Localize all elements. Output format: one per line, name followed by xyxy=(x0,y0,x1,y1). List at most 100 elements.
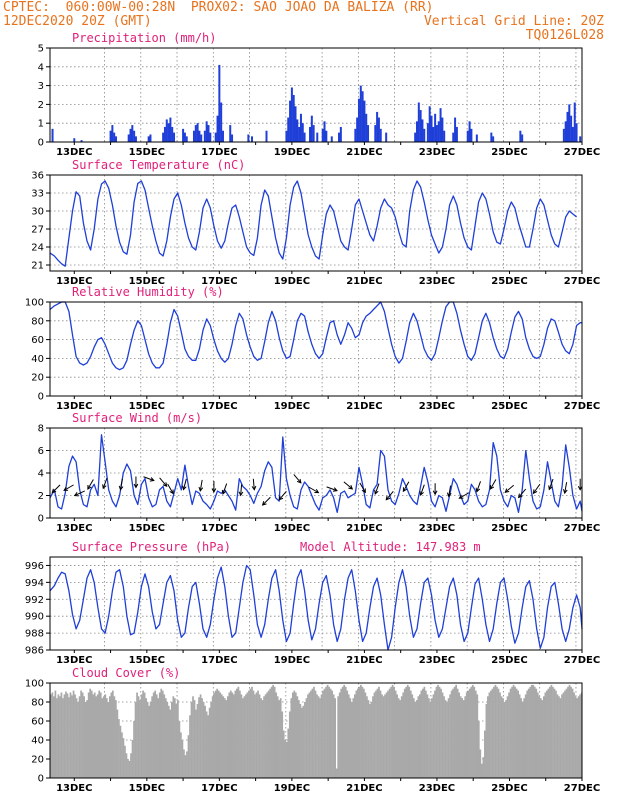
wind-arrow-head xyxy=(419,491,424,497)
cloud-cover-bar xyxy=(518,694,521,778)
cloud-cover-frame xyxy=(49,682,583,779)
cloud-cover-bar xyxy=(452,688,454,778)
x-tick-label: 15DEC xyxy=(129,276,165,287)
cloud-cover-bar xyxy=(574,696,577,778)
cloud-cover-bar xyxy=(499,692,501,778)
cloud-cover-bar xyxy=(71,695,73,778)
cloud-cover-bar xyxy=(376,688,379,778)
wind-arrow-shaft xyxy=(87,479,94,490)
wind-arrow-shaft xyxy=(199,479,203,491)
wind-arrow-shaft xyxy=(548,478,554,490)
cloud-cover-bar xyxy=(56,698,58,778)
cloud-cover-bar xyxy=(137,696,140,778)
wind-arrow-shaft xyxy=(74,490,85,497)
cloud-cover-bar xyxy=(258,694,261,778)
cloud-cover-bar xyxy=(547,688,550,778)
cloud-cover-bar xyxy=(343,684,346,778)
cloud-cover-bar xyxy=(172,696,175,778)
x-tick-label: 15DEC xyxy=(129,147,165,158)
x-tick-label: 23DEC xyxy=(419,276,455,287)
cloud-cover-bar xyxy=(396,694,399,778)
cloud-cover-bar xyxy=(112,690,114,778)
cloud-cover-bar xyxy=(446,702,448,778)
cloud-cover-bar xyxy=(62,698,64,778)
cloud-cover-bar xyxy=(264,694,267,778)
precipitation-bar xyxy=(414,132,417,142)
cloud-cover-bar xyxy=(577,696,580,778)
cloud-cover-bar xyxy=(95,696,98,778)
x-tick-label: 19DEC xyxy=(274,401,310,412)
cloud-cover-bar xyxy=(98,690,101,778)
cloud-cover-bar xyxy=(90,690,93,778)
y-tick-label: 0 xyxy=(38,514,44,525)
cloud-cover-bar xyxy=(214,690,217,778)
precipitation-bar xyxy=(452,132,455,142)
precipitation-bar xyxy=(359,85,362,142)
wind-arrow-shaft xyxy=(459,492,470,499)
cloud-cover-bar xyxy=(524,694,527,778)
precipitation-bar xyxy=(290,87,293,142)
precipitation-bar xyxy=(149,134,152,142)
cloud-cover-bar xyxy=(110,692,113,778)
cloud-cover-bar xyxy=(54,690,57,778)
precipitation-bar xyxy=(330,136,333,142)
cloud-cover-bar xyxy=(207,715,209,778)
cloud-cover-bar xyxy=(291,692,294,778)
cloud-cover-bar xyxy=(434,690,436,778)
cloud-cover-bar xyxy=(555,690,557,778)
precipitation-bar xyxy=(167,123,170,142)
x-tick-label: 19DEC xyxy=(274,523,310,534)
y-tick-label: 100 xyxy=(25,298,44,309)
cloud-cover-bar xyxy=(465,692,468,778)
cloud-cover-bar xyxy=(341,686,344,778)
y-tick-label: 21 xyxy=(31,261,44,272)
cloud-cover-bar xyxy=(493,686,495,778)
precipitation-bar xyxy=(287,117,290,142)
cloud-cover-bar xyxy=(202,702,205,778)
cloud-cover-bar xyxy=(526,690,529,778)
y-tick-label: 27 xyxy=(31,225,44,236)
cloud-cover-bar xyxy=(281,711,284,778)
precipitation-bar xyxy=(361,91,364,142)
wind-arrow-head xyxy=(446,492,452,498)
precipitation-bar xyxy=(129,128,132,142)
cloud-cover-bar xyxy=(198,697,200,778)
cloud-cover-bar xyxy=(564,690,566,778)
precipitation-bar xyxy=(298,126,301,142)
precipitation-bar xyxy=(423,128,426,142)
cloud-cover-bar xyxy=(403,688,406,778)
precipitation-bar xyxy=(294,106,297,142)
precipitation-bar xyxy=(356,117,359,142)
cloud-cover-bar xyxy=(464,696,467,778)
y-tick-label: 3 xyxy=(38,81,44,92)
cloud-cover-bar xyxy=(538,696,541,778)
wind-arrow-shaft xyxy=(518,488,527,498)
precipitation-bar xyxy=(325,130,328,142)
wind-arrow-head xyxy=(332,487,338,492)
wind-arrow-head xyxy=(385,495,391,501)
wind-arrow-head xyxy=(548,485,553,491)
x-tick-label: 13DEC xyxy=(56,523,92,534)
cloud-cover-bar xyxy=(541,700,544,778)
cloud-cover-bar xyxy=(166,702,169,778)
y-tick-label: 4 xyxy=(38,62,44,73)
wind-arrow-head xyxy=(432,490,438,496)
precipitation-bar xyxy=(454,117,457,142)
cloud-cover-bar xyxy=(325,686,327,778)
cloud-cover-bar xyxy=(195,709,197,778)
precipitation-bar xyxy=(73,138,76,142)
cloud-cover-bar xyxy=(334,698,337,778)
cloud-cover-bar xyxy=(63,694,66,778)
precipitation-bar xyxy=(441,117,444,142)
cloud-cover-bar xyxy=(527,688,530,778)
cloud-cover-bar xyxy=(378,686,380,778)
wind-arrow-shaft xyxy=(278,490,287,501)
x-tick-label: 25DEC xyxy=(491,401,527,412)
wind-arrow-shaft xyxy=(564,482,568,494)
cloud-cover-bar xyxy=(399,700,402,778)
cloud-cover-bar xyxy=(310,690,312,778)
precipitation-bar xyxy=(573,102,576,142)
cloud-cover-bar xyxy=(521,702,524,778)
cloud-cover-bar xyxy=(579,694,581,778)
cloud-cover-bar xyxy=(240,694,243,778)
